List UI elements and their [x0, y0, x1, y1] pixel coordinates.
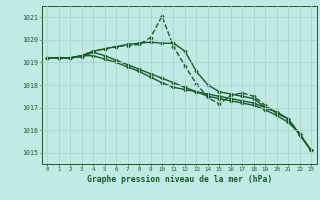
X-axis label: Graphe pression niveau de la mer (hPa): Graphe pression niveau de la mer (hPa) [87, 175, 272, 184]
